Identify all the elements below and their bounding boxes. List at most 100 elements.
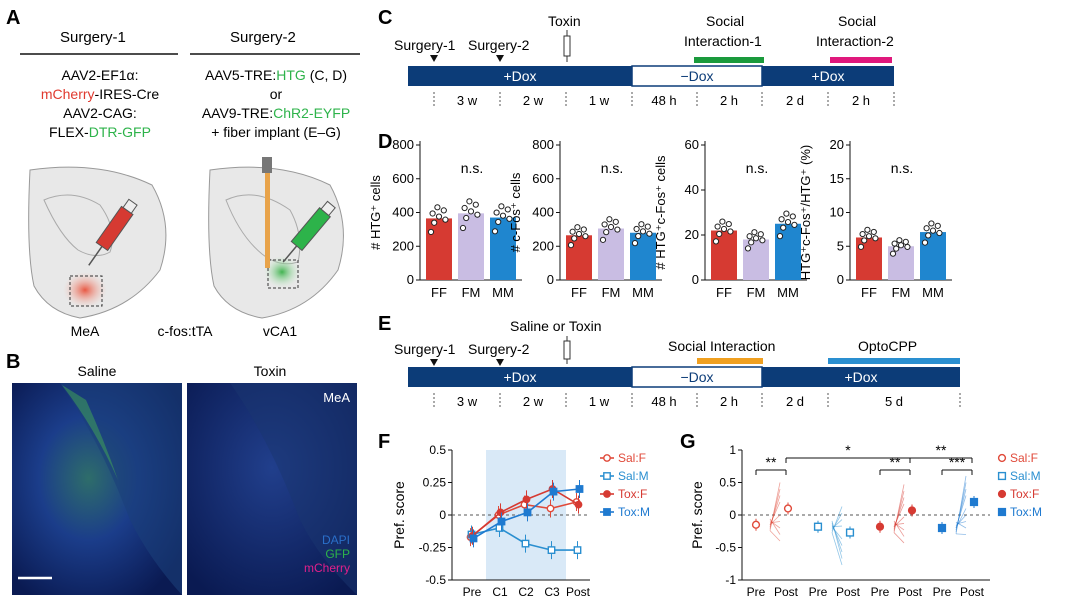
individual-line	[769, 514, 781, 526]
mean-point-Sal:M	[813, 522, 823, 531]
data-point	[902, 238, 909, 245]
optocpp-bar	[828, 358, 960, 364]
y-tick-label: 0	[407, 272, 414, 287]
y-axis-label: HTG⁺c-Fos⁺/HTG⁺ (%)	[798, 145, 813, 280]
panel-b: B Saline Toxin MeA DAPI GFP mCherry	[6, 351, 357, 595]
x-tick-label: Post	[960, 585, 985, 599]
brain-section-vca1	[208, 157, 344, 319]
e-event-social: Social Interaction	[668, 338, 775, 354]
data-point	[601, 221, 608, 228]
data-point	[746, 233, 753, 240]
x-tick-label: FM	[892, 285, 911, 300]
panel-c: C Surgery-1 Surgery-2 Toxin Social Inter…	[378, 7, 895, 108]
c-event-surgery1: Surgery-1	[394, 37, 456, 53]
mean-point-Tox:F	[907, 506, 917, 515]
x-tick-label: Pre	[747, 585, 766, 599]
data-point	[752, 235, 760, 242]
data-point-Sal:F	[546, 504, 555, 513]
c-dur-3: 1 w	[589, 93, 610, 108]
individual-line	[955, 533, 967, 535]
data-point	[567, 242, 575, 249]
e-event-optocpp: OptoCPP	[858, 338, 917, 354]
x-tick-label: FF	[431, 285, 447, 300]
data-point	[720, 225, 728, 233]
data-point	[757, 231, 764, 238]
data-point-Tox:M	[469, 534, 478, 543]
data-point	[644, 223, 651, 230]
data-point	[614, 226, 621, 233]
dox-bar-2	[762, 66, 894, 86]
y-tick-label: 40	[685, 182, 699, 197]
data-point	[778, 216, 785, 223]
y-tick-label: 400	[532, 205, 554, 220]
panel-label-g: G	[680, 431, 696, 453]
c-dur-5: 2 h	[720, 93, 738, 108]
data-point-Sal:M	[573, 546, 582, 555]
fiber-implant-icon	[262, 157, 272, 268]
data-point-Tox:F	[574, 500, 583, 509]
surgery2-heading: Surgery-2	[230, 29, 296, 46]
panel-label-b: B	[6, 351, 20, 373]
y-tick-label: 600	[392, 171, 414, 186]
y-axis-label: Pref. score	[689, 481, 705, 549]
d-chart-3: 0 20 40 60 # HTG⁺c-Fos⁺ cells FF FM MM n.s.	[653, 137, 807, 300]
data-point	[789, 213, 796, 220]
legend-gfp: GFP	[325, 547, 350, 561]
y-axis-label: # c-Fos⁺ cells	[508, 172, 523, 252]
region-vca1-label: vCA1	[263, 323, 297, 339]
data-point	[748, 239, 755, 246]
legend-label-Tox:M: Tox:M	[618, 505, 650, 519]
legend-label-Sal:M: Sal:M	[1010, 469, 1041, 483]
data-point	[889, 250, 897, 257]
data-point-Tox:F	[522, 495, 531, 504]
data-point	[639, 228, 647, 235]
c-bar-dox2: +Dox	[811, 68, 844, 84]
data-point	[606, 216, 613, 223]
x-tick-label: Pre	[871, 585, 890, 599]
s2-line2: or	[270, 86, 283, 102]
data-point	[859, 230, 866, 238]
bar-FF	[711, 230, 737, 280]
data-point	[429, 210, 436, 217]
panel-label-d: D	[378, 131, 392, 153]
y-tick-label: 20	[685, 227, 699, 242]
data-point	[921, 239, 929, 246]
y-tick-label: 1	[729, 443, 736, 457]
e-dur-7: 5 d	[885, 394, 903, 409]
panel-label-f: F	[378, 431, 390, 453]
data-point-Tox:M	[549, 487, 558, 496]
s1-line3: AAV2-CAG:	[63, 105, 137, 121]
y-tick-label: 600	[532, 171, 554, 186]
y-tick-label: -0.5	[715, 541, 736, 555]
e-dur-6: 2 d	[786, 394, 804, 409]
syringe-icon-e	[563, 336, 571, 364]
data-point	[495, 218, 502, 226]
data-point	[461, 204, 468, 212]
y-tick-label: 5	[837, 238, 844, 253]
data-point	[904, 243, 911, 251]
data-point	[714, 223, 721, 230]
legend-label-Sal:M: Sal:M	[618, 469, 649, 483]
data-point	[599, 236, 607, 243]
data-point	[582, 233, 589, 240]
e-bar-nodox: −Dox	[680, 369, 713, 385]
panel-g: G -1 -0.5 0 0.5 1 Pref. score Pre Post Pre Post Pr…	[680, 431, 1042, 599]
c-dur-7: 2 h	[852, 93, 870, 108]
data-point	[719, 218, 726, 225]
e-event-surgery1: Surgery-1	[394, 341, 456, 357]
data-point	[463, 214, 470, 222]
data-point-Tox:M	[575, 485, 584, 493]
x-tick-label: FF	[716, 285, 732, 300]
data-point	[716, 230, 723, 238]
data-point	[504, 206, 511, 213]
significance-label: **	[766, 454, 777, 470]
y-tick-label: 15	[830, 171, 844, 186]
bar-FM	[598, 228, 624, 280]
e-dur-3: 1 w	[589, 394, 610, 409]
significance-label: n.s.	[601, 160, 624, 176]
c-event-social1a: Social	[706, 13, 744, 29]
legend-label-Sal:F: Sal:F	[1010, 451, 1038, 465]
d-chart-4: 0 5 10 15 20 HTG⁺c-Fos⁺/HTG⁺ (%) FF FM MM n.s.	[798, 137, 952, 300]
data-point	[569, 228, 576, 235]
c-dur-4: 48 h	[651, 93, 676, 108]
